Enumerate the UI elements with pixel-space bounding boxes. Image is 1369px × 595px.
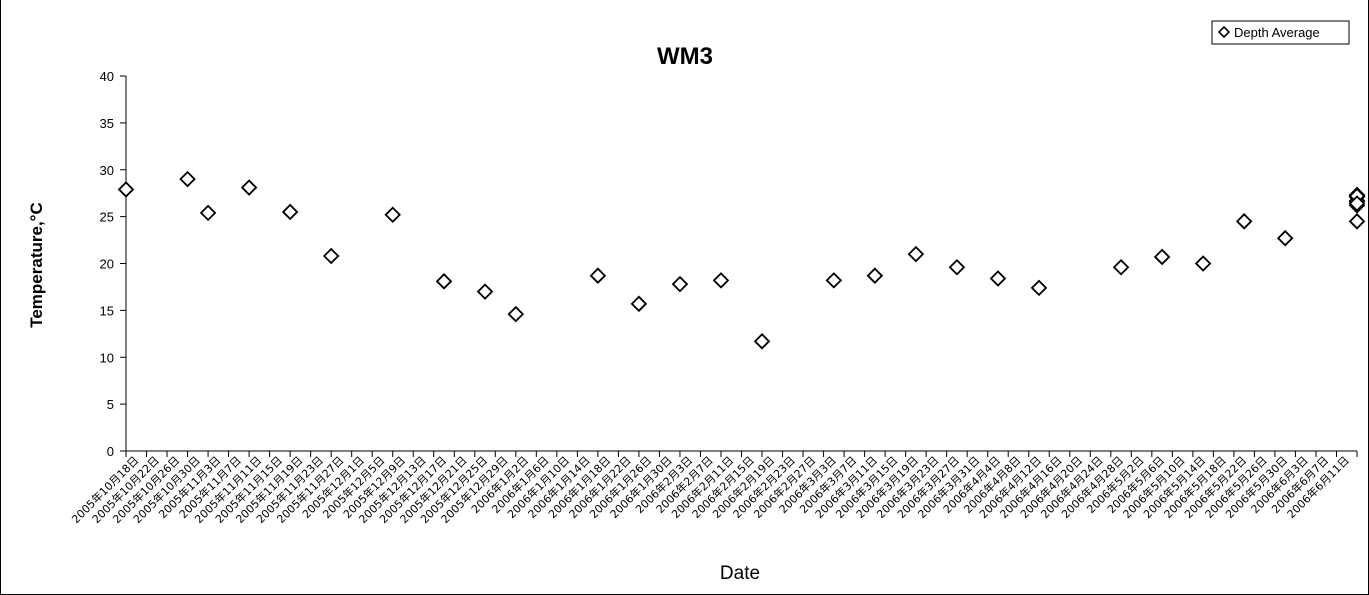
- data-point: [866, 267, 884, 284]
- data-point: [1112, 258, 1130, 276]
- y-tick-label: 0: [107, 444, 114, 459]
- data-point: [1276, 229, 1294, 247]
- legend-label: Depth Average: [1234, 25, 1320, 40]
- chart-title: WM3: [657, 43, 713, 70]
- data-point: [476, 283, 494, 300]
- data-point: [671, 275, 689, 293]
- data-point: [384, 206, 401, 224]
- y-tick-label: 40: [100, 69, 114, 84]
- data-point: [435, 273, 453, 290]
- data-point: [240, 179, 258, 196]
- data-point: [199, 204, 217, 222]
- y-tick-label: 20: [100, 257, 114, 272]
- y-tick-label: 35: [100, 116, 114, 131]
- data-point: [589, 267, 607, 284]
- data-point: [281, 203, 299, 221]
- data-point: [1348, 213, 1366, 230]
- y-tick-label: 25: [100, 210, 114, 225]
- legend-marker-diamond-icon: [1217, 25, 1231, 39]
- data-point: [1235, 213, 1253, 230]
- data-point: [712, 272, 730, 289]
- data-point: [322, 247, 340, 265]
- y-tick-label: 5: [107, 397, 114, 412]
- y-tick-label: 15: [100, 303, 114, 318]
- x-axis: 2005年10月18日2005年10月22日2005年10月26日2005年10…: [69, 450, 1358, 526]
- data-point: [1030, 279, 1048, 297]
- legend: Depth Average: [1211, 20, 1350, 45]
- data-points: [117, 170, 1366, 350]
- data-point: [630, 295, 648, 313]
- data-point: [753, 333, 771, 350]
- data-point: [507, 305, 525, 323]
- data-point: [1348, 195, 1366, 212]
- y-tick-label: 10: [100, 350, 114, 365]
- data-point: [179, 170, 196, 188]
- legend-box: [1211, 20, 1350, 45]
- x-axis-title: Date: [720, 563, 760, 584]
- y-axis-title: Temperature,°C: [27, 202, 46, 328]
- data-point: [1153, 248, 1171, 266]
- data-point: [825, 272, 843, 289]
- data-point: [907, 245, 925, 263]
- y-axis: 0 5 10 15 20 25 30 35 40: [100, 69, 127, 459]
- data-point: [989, 270, 1007, 287]
- data-point: [948, 258, 966, 276]
- data-point: [117, 181, 135, 198]
- y-tick-label: 30: [100, 163, 114, 178]
- data-point: [1194, 255, 1212, 272]
